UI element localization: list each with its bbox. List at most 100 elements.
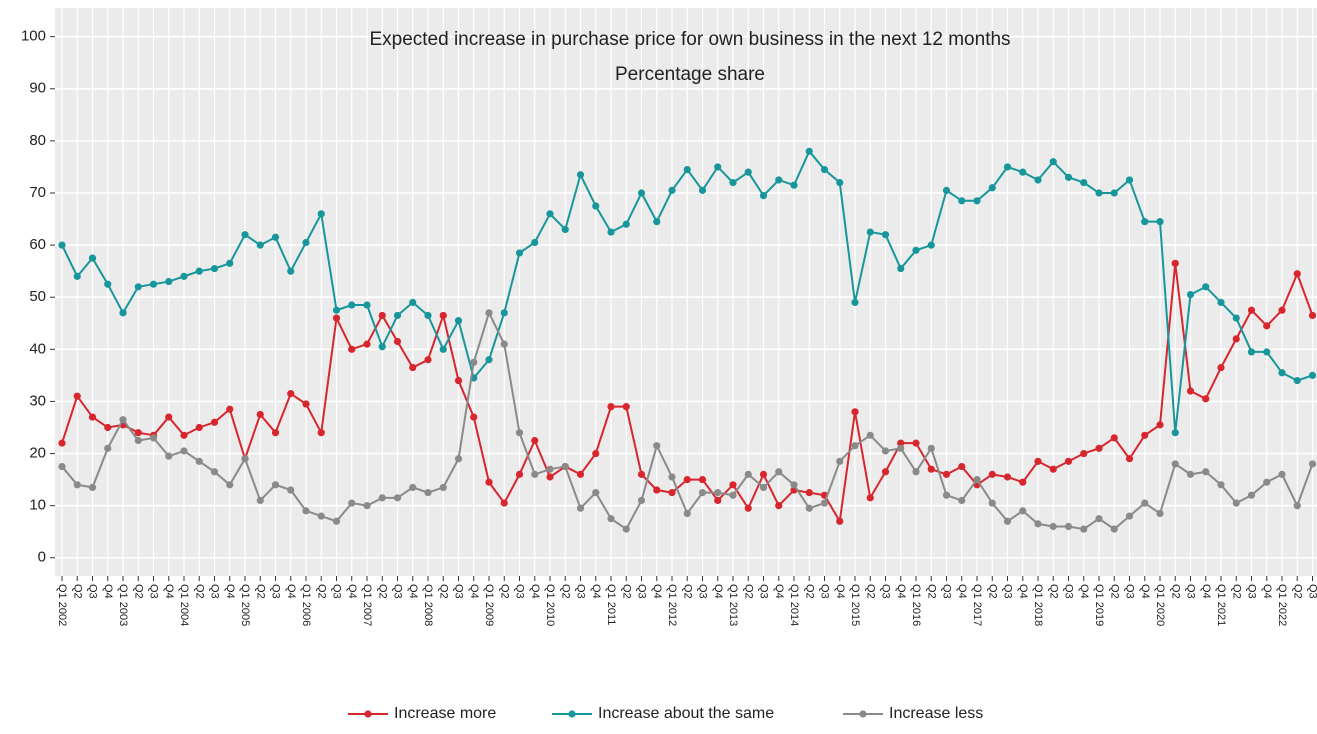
point [653,486,661,494]
x-tick-label: Q2 [254,584,266,599]
point [134,436,142,445]
point [958,197,966,205]
point [912,468,920,476]
x-tick-label: Q1 2013 [727,584,739,626]
x-tick-label: Q2 [193,584,205,599]
point [1247,491,1256,499]
point [1141,431,1149,439]
point [363,301,371,309]
point [134,429,142,437]
y-tick-label: 50 [29,288,46,305]
x-tick-label: Q4 [346,584,358,599]
point [241,231,249,239]
point [1308,311,1317,320]
point [851,298,859,307]
point [820,499,829,507]
point [226,259,234,267]
point [348,499,356,507]
point [1232,499,1240,507]
point [88,413,97,421]
point [927,241,935,249]
point [1141,499,1149,507]
x-tick-label: Q1 2019 [1093,584,1105,626]
x-tick-label: Q4 [773,584,785,599]
point [1064,457,1073,465]
x-tick-label: Q1 2003 [117,584,129,626]
point [165,452,173,460]
point [1125,455,1134,463]
point [790,481,798,489]
point [714,496,722,505]
point [180,431,188,439]
point [1263,478,1271,486]
point [73,272,81,280]
point [851,442,859,450]
x-tick-label: Q2 [559,584,571,599]
point [1080,178,1088,187]
point [515,470,524,478]
point [866,431,874,439]
point [500,309,508,317]
point [836,517,844,525]
point [1049,465,1057,473]
x-tick-label: Q1 2017 [971,584,983,626]
point [698,489,707,497]
point [805,489,813,497]
point [149,434,158,442]
point [271,481,280,489]
point [805,504,813,512]
y-tick-label: 40 [29,340,46,357]
point [988,470,996,478]
point [851,408,859,416]
point [393,311,402,320]
point [622,220,630,228]
point [149,280,158,288]
x-tick-label: Q2 [132,584,144,599]
point [546,465,554,473]
point [973,197,981,205]
point [424,356,432,364]
point [393,494,402,502]
point [698,475,707,484]
point [180,447,188,455]
x-tick-label: Q1 2021 [1215,584,1227,626]
x-tick-label: Q3 [1185,584,1197,599]
point [1217,363,1225,372]
x-tick-label: Q4 [163,584,175,599]
point [1171,460,1179,468]
x-tick-label: Q1 2020 [1154,584,1166,626]
point [1263,348,1271,356]
point [744,504,752,512]
point [1019,168,1027,176]
point [1263,322,1271,330]
point [531,238,539,247]
point [1110,189,1118,197]
point [775,468,783,476]
y-tick-label: 20 [29,445,46,462]
x-tick-label: Q3 [575,584,587,599]
point [210,468,219,476]
point [378,343,386,351]
point [592,202,600,210]
x-tick-label: Q2 [1169,584,1181,599]
x-tick-label: Q4 [224,584,236,599]
point [1095,515,1103,523]
point [104,423,112,432]
point [348,345,356,353]
point [256,241,264,249]
point [302,507,310,515]
point [256,496,264,505]
legend-label: Increase more [394,705,496,722]
point [1308,371,1317,379]
x-tick-label: Q3 [1002,584,1014,599]
x-tick-label: Q3 [148,584,160,599]
point [88,254,97,262]
legend-item: Increase more [348,705,496,722]
x-tick-label: Q2 [376,584,388,599]
point [454,376,463,385]
point [958,496,966,505]
point [958,462,966,471]
point [881,468,890,476]
